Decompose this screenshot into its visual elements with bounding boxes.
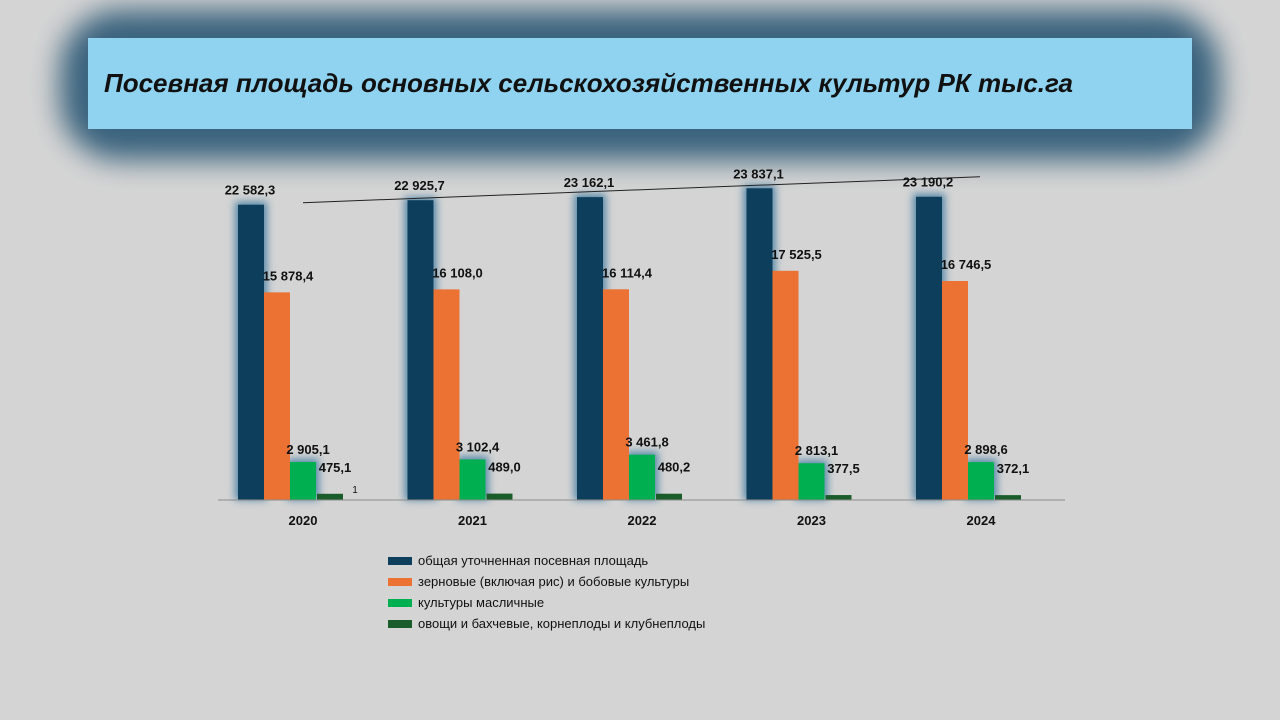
data-label: 16 114,4 [602, 265, 653, 280]
legend-swatch [388, 598, 412, 607]
data-label: 2 898,6 [964, 442, 1007, 457]
legend-item: зерновые (включая рис) и бобовые культур… [388, 571, 705, 592]
bar-2020-series-3 [317, 493, 343, 500]
bar-2024-series-3 [995, 495, 1021, 500]
chart-title: Посевная площадь основных сельскохозяйст… [104, 68, 1073, 98]
legend-label: овощи и бахчевые, корнеплоды и клубнепло… [418, 616, 706, 631]
legend-item: общая уточненная посевная площадь [388, 550, 705, 571]
legend-swatch [388, 619, 412, 628]
bar-2020-series-1 [264, 292, 290, 500]
x-tick-label: 2021 [458, 513, 487, 528]
legend-item: овощи и бахчевые, корнеплоды и клубнепло… [388, 613, 705, 634]
data-label: 22 582,3 [225, 183, 276, 198]
bar-2022-series-1 [603, 289, 629, 500]
bar-2022-series-2 [629, 454, 655, 500]
legend-swatch [388, 577, 412, 586]
bars-group [238, 188, 1021, 501]
bar-2020-series-2 [290, 462, 316, 500]
bar-2024-series-2 [968, 462, 994, 500]
legend: общая уточненная посевная площадь зерновы… [388, 550, 705, 634]
data-label: 23 162,1 [564, 175, 615, 190]
data-label: 2 813,1 [795, 443, 838, 458]
title-banner: Посевная площадь основных сельскохозяйст… [88, 38, 1192, 129]
x-tick-label: 2022 [628, 513, 657, 528]
bar-2022-series-0 [577, 197, 603, 500]
data-label: 372,1 [997, 461, 1030, 476]
legend-swatch [388, 556, 412, 565]
x-tick-label: 2023 [797, 513, 826, 528]
bar-2024-series-0 [916, 196, 942, 501]
x-tick-label: 2020 [289, 513, 318, 528]
x-tick-label: 2024 [967, 513, 997, 528]
data-label: 16 108,0 [432, 265, 483, 280]
legend-item: культуры масличные [388, 592, 705, 613]
bar-2023-series-3 [825, 495, 852, 500]
data-label: 489,0 [488, 460, 521, 475]
legend-label: общая уточненная посевная площадь [418, 553, 649, 568]
data-label: 377,5 [827, 461, 860, 476]
data-label: 22 925,7 [394, 178, 445, 193]
bar-2021-series-0 [407, 200, 434, 500]
data-label: 16 746,5 [941, 257, 992, 272]
data-label: 475,1 [319, 460, 352, 475]
data-label: 480,2 [658, 460, 691, 475]
bar-2021-series-1 [433, 289, 460, 500]
data-label: 15 878,4 [263, 268, 314, 283]
data-label: 23 837,1 [733, 166, 784, 181]
bar-2021-series-2 [459, 459, 486, 500]
data-label: 17 525,5 [771, 247, 822, 262]
legend-label: культуры масличные [418, 595, 545, 610]
bar-2024-series-1 [942, 281, 968, 500]
legend-label: зерновые (включая рис) и бобовые культур… [418, 574, 690, 589]
trend-line [302, 176, 981, 204]
bar-2023-series-0 [746, 188, 773, 501]
x-tick-labels-group: 2020 2021 2022 2023 2024 [289, 513, 997, 528]
bar-2023-series-2 [798, 463, 825, 500]
bar-2023-series-1 [772, 270, 799, 500]
data-label: 3 102,4 [456, 439, 500, 454]
data-label: 3 461,8 [625, 435, 668, 450]
bar-2021-series-3 [486, 493, 513, 500]
data-labels-group: 22 582,3 22 925,7 23 162,1 23 837,1 23 190,2… [225, 166, 1030, 496]
data-label: 23 190,2 [903, 175, 954, 190]
bar-2022-series-3 [656, 493, 682, 500]
bar-2020-series-0 [238, 204, 264, 500]
annotation-label: 1 [352, 485, 358, 496]
data-label: 2 905,1 [286, 442, 329, 457]
